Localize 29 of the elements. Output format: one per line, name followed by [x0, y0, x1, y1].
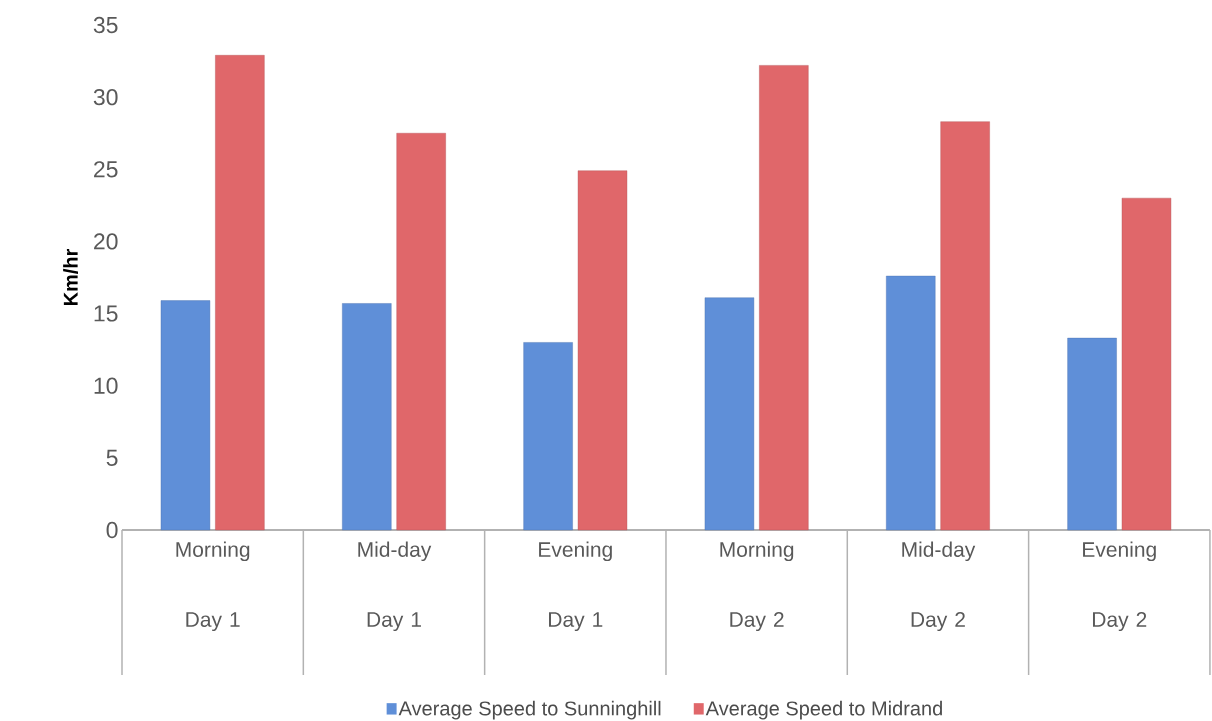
category-label: Morning Day 2 [720, 541, 794, 632]
category-label: Evening Day 1 [539, 541, 612, 632]
category-label: Mid-day Day 2 [902, 541, 976, 632]
y-tick-label: 0 [106, 521, 118, 539]
legend-label: Average Speed to Midrand [705, 700, 942, 720]
bar [396, 133, 446, 531]
bar [1121, 198, 1172, 531]
bar [1067, 337, 1117, 531]
y-tick-label: 30 [93, 89, 118, 106]
y-tick-label: 25 [94, 161, 118, 178]
y-tick-label: 15 [94, 305, 118, 322]
bar [577, 170, 628, 531]
y-tick-label: 20 [94, 233, 118, 250]
y-tick-label: 5 [106, 449, 118, 466]
bar [940, 121, 990, 531]
category-label: Morning Day 1 [176, 541, 250, 632]
bar [886, 275, 936, 531]
legend-label: Average Speed to Sunninghill [398, 700, 661, 720]
bar [160, 300, 211, 531]
bar [523, 342, 573, 531]
y-tick-label: 35 [93, 16, 118, 34]
bar [704, 297, 755, 531]
category-label: Mid-day Day 1 [358, 541, 432, 632]
y-tick-label: 10 [94, 377, 118, 394]
category-label: Evening Day 2 [1083, 541, 1156, 632]
bar [759, 65, 809, 531]
bar [215, 55, 265, 531]
bar [342, 303, 392, 531]
y-axis-title: Km/hr [63, 248, 79, 306]
